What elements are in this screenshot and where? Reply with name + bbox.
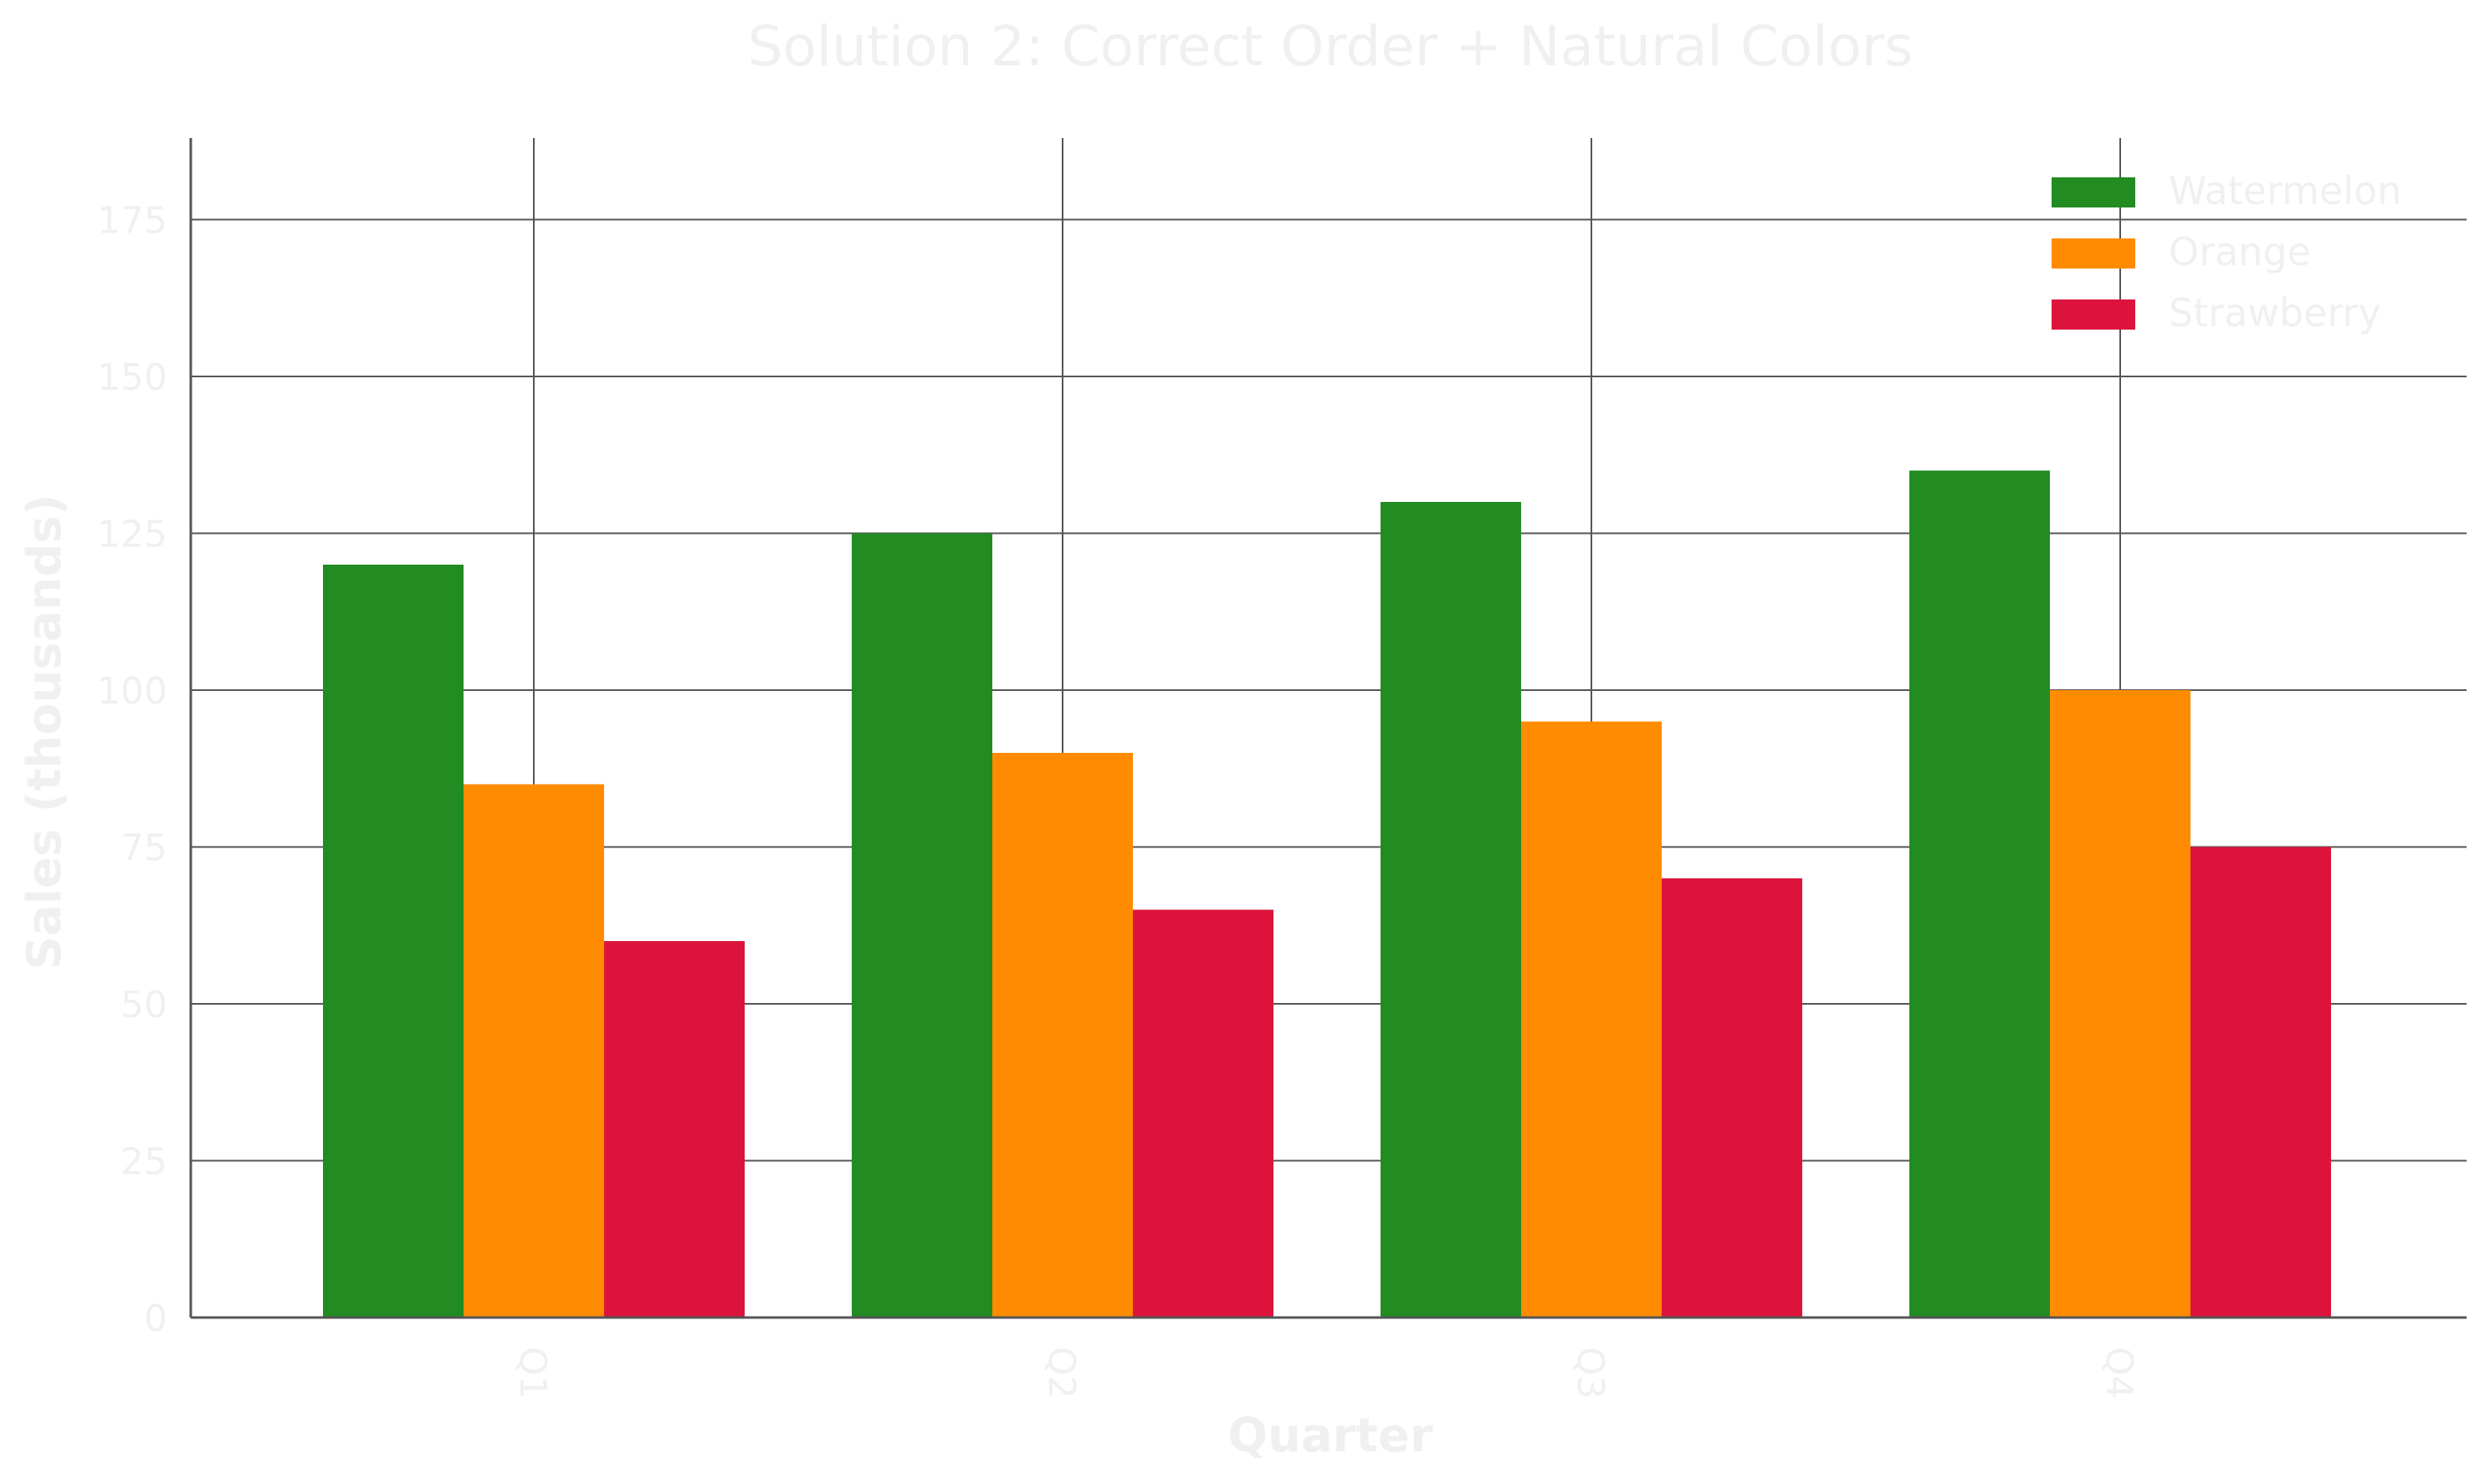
y-tick-labels: 0 25 50 75 100 125 150 175 [97, 200, 167, 1341]
bar-watermelon-q1 [323, 565, 464, 1318]
legend: Watermelon Orange Strawberry [2052, 168, 2401, 335]
bar-strawberry-q3 [1662, 878, 1802, 1318]
bar-orange-q3 [1521, 721, 1662, 1318]
legend-swatch-orange [2052, 238, 2135, 269]
y-tick-label: 25 [120, 1141, 167, 1184]
bar-orange-q1 [464, 784, 604, 1318]
x-tick-label: Q4 [2098, 1347, 2140, 1400]
legend-label-strawberry: Strawberry [2169, 290, 2381, 335]
bar-watermelon-q2 [852, 533, 992, 1318]
legend-label-watermelon: Watermelon [2169, 168, 2401, 213]
x-tick-label: Q1 [511, 1347, 554, 1400]
y-tick-label: 75 [120, 827, 167, 870]
bar-strawberry-q1 [604, 941, 745, 1318]
bar-orange-q4 [2050, 690, 2190, 1318]
y-tick-label: 150 [97, 356, 167, 399]
x-tick-label: Q2 [1040, 1347, 1083, 1400]
bars [323, 470, 2331, 1318]
y-tick-label: 100 [97, 670, 167, 713]
x-tick-labels: Q1 Q2 Q3 Q4 [511, 1347, 2140, 1400]
y-tick-label: 175 [97, 200, 167, 243]
axes [189, 138, 2467, 1319]
bar-watermelon-q3 [1381, 502, 1521, 1318]
bar-watermelon-q4 [1909, 470, 2050, 1318]
legend-swatch-watermelon [2052, 177, 2135, 207]
y-tick-label: 0 [144, 1297, 167, 1340]
x-tick-label: Q3 [1569, 1347, 1611, 1400]
bar-orange-q2 [992, 753, 1133, 1318]
x-axis-label: Quarter [1227, 1409, 1433, 1463]
legend-label-orange: Orange [2169, 229, 2311, 274]
y-tick-label: 125 [97, 514, 167, 556]
y-axis-label: Sales (thousands) [18, 494, 72, 970]
legend-swatch-strawberry [2052, 299, 2135, 330]
chart-title: Solution 2: Correct Order + Natural Colo… [748, 14, 1914, 79]
bar-strawberry-q2 [1133, 909, 1273, 1318]
y-tick-label: 50 [120, 984, 167, 1026]
bar-strawberry-q4 [2190, 847, 2331, 1318]
